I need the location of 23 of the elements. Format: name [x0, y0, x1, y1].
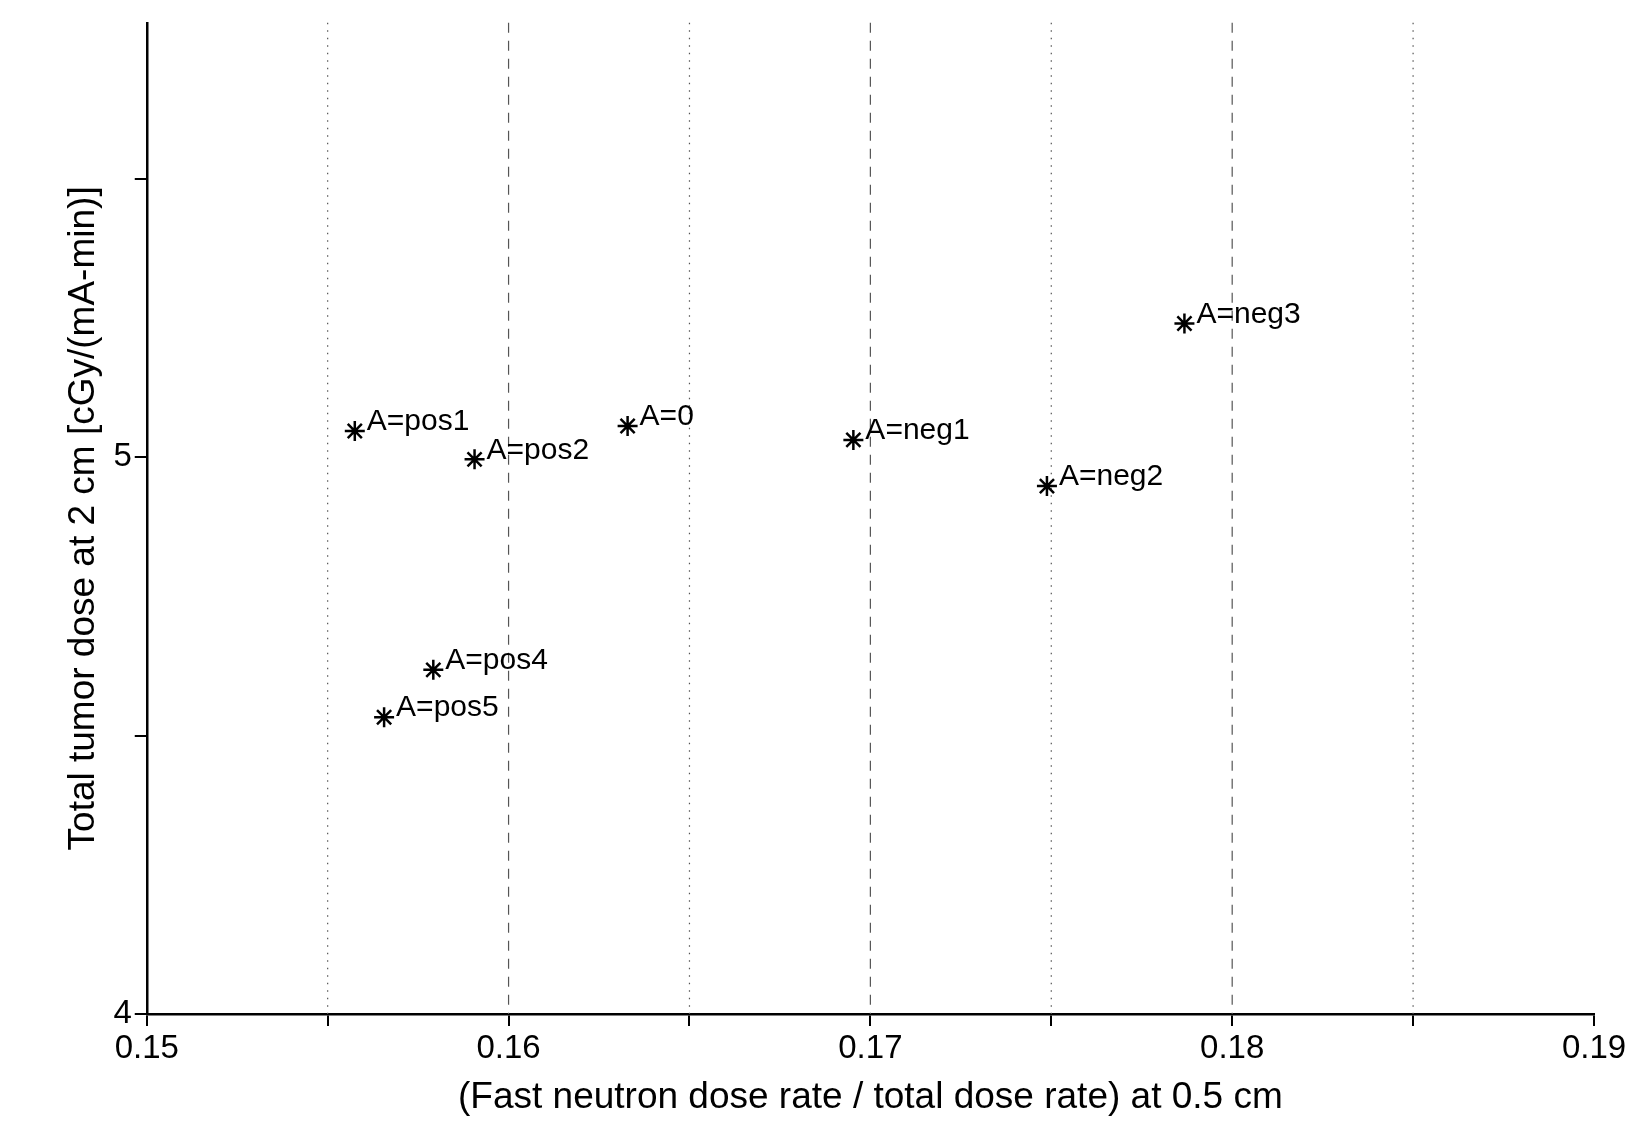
point [1035, 474, 1059, 498]
point [422, 658, 445, 682]
x-axis-title: (Fast neutron dose rate / total dose rate) at 0.5 cm [458, 1075, 1283, 1116]
annotation: A=pos4 [445, 642, 548, 676]
x-tick-label: 0.18 [1200, 1027, 1265, 1065]
y-axis-title: Total tumor dose at 2 cm [cGy/(mA-min)] [61, 186, 103, 851]
annotation: A=neg1 [865, 412, 970, 446]
annotation: A=neg2 [1058, 458, 1164, 492]
x-tick-label: 0.19 [1561, 1027, 1627, 1065]
annotation: A=pos1 [366, 403, 470, 437]
annotation: A=0 [639, 398, 694, 432]
point [616, 414, 639, 438]
point [343, 419, 367, 443]
annotation: A=neg3 [1196, 295, 1301, 329]
x-tick-label: 0.16 [476, 1027, 541, 1065]
point [842, 428, 865, 452]
y-tick-label: 5 [113, 436, 132, 474]
x-tick-label: 0.17 [838, 1027, 903, 1065]
point [463, 448, 486, 471]
annotation: A=pos2 [486, 431, 590, 465]
annotation: A=pos5 [396, 689, 499, 723]
point [1173, 312, 1196, 335]
point [372, 705, 396, 729]
